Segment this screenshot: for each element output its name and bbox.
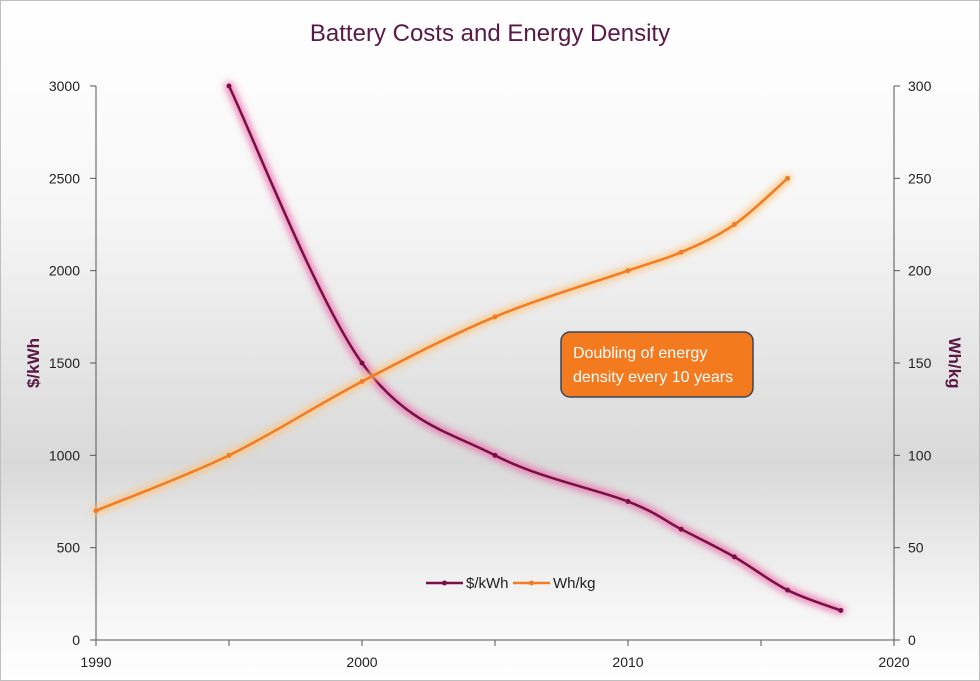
y-tick-label-right: 300 (908, 78, 932, 94)
y-tick-label-left: 1500 (49, 355, 80, 371)
x-tick-label: 2020 (878, 654, 909, 670)
y-tick-label-left: 2500 (49, 170, 80, 186)
y-tick-label-right: 100 (908, 447, 932, 463)
y-axis-label-left: $/kWh (24, 338, 43, 388)
data-point-density (678, 249, 684, 255)
data-point-cost (785, 587, 791, 593)
data-point-cost (625, 499, 631, 504)
data-point-density (785, 175, 791, 181)
legend: $/kWh Wh/kg (426, 575, 596, 592)
series-line-cost (227, 84, 843, 612)
annotation-line-1: Doubling of energy (573, 345, 707, 362)
data-point-density (93, 508, 99, 514)
data-point-density (492, 314, 498, 320)
y-axis-label-right: Wh/kg (945, 338, 964, 389)
data-point-cost (226, 83, 232, 89)
data-point-density (625, 268, 631, 274)
data-point-cost (359, 360, 365, 366)
x-tick-label: 2000 (346, 654, 377, 670)
annotation-background (560, 331, 754, 398)
y-tick-label-right: 250 (908, 170, 932, 186)
y-tick-label-left: 3000 (49, 78, 80, 94)
y-tick-label-right: 150 (908, 355, 932, 371)
annotation-line-2: density every 10 years (573, 369, 733, 386)
y-tick-label-left: 1000 (49, 447, 80, 463)
legend-marker-density (529, 580, 534, 586)
data-point-density (731, 222, 737, 227)
legend-marker-cost (442, 580, 447, 586)
data-point-cost (678, 526, 684, 532)
x-tick-label: 1990 (80, 654, 111, 670)
chart-title: Battery Costs and Energy Density (310, 20, 670, 47)
y-tick-label-right: 200 (908, 263, 932, 279)
y-tick-label-left: 2000 (49, 263, 80, 279)
legend-label-cost: $/kWh (466, 575, 509, 592)
legend-label-density: Wh/kg (553, 575, 596, 592)
data-point-cost (492, 452, 498, 458)
y-tick-label-right: 0 (908, 632, 916, 648)
x-tick-label: 2010 (612, 654, 643, 670)
data-point-density (226, 452, 232, 458)
data-point-cost (731, 554, 737, 560)
annotation-box: Doubling of energy density every 10 year… (560, 331, 754, 398)
y-tick-label-right: 50 (908, 540, 924, 556)
data-point-cost (838, 607, 844, 613)
y-tick-label-left: 500 (57, 540, 81, 556)
data-point-density (359, 378, 365, 384)
y-tick-label-left: 0 (72, 632, 80, 648)
